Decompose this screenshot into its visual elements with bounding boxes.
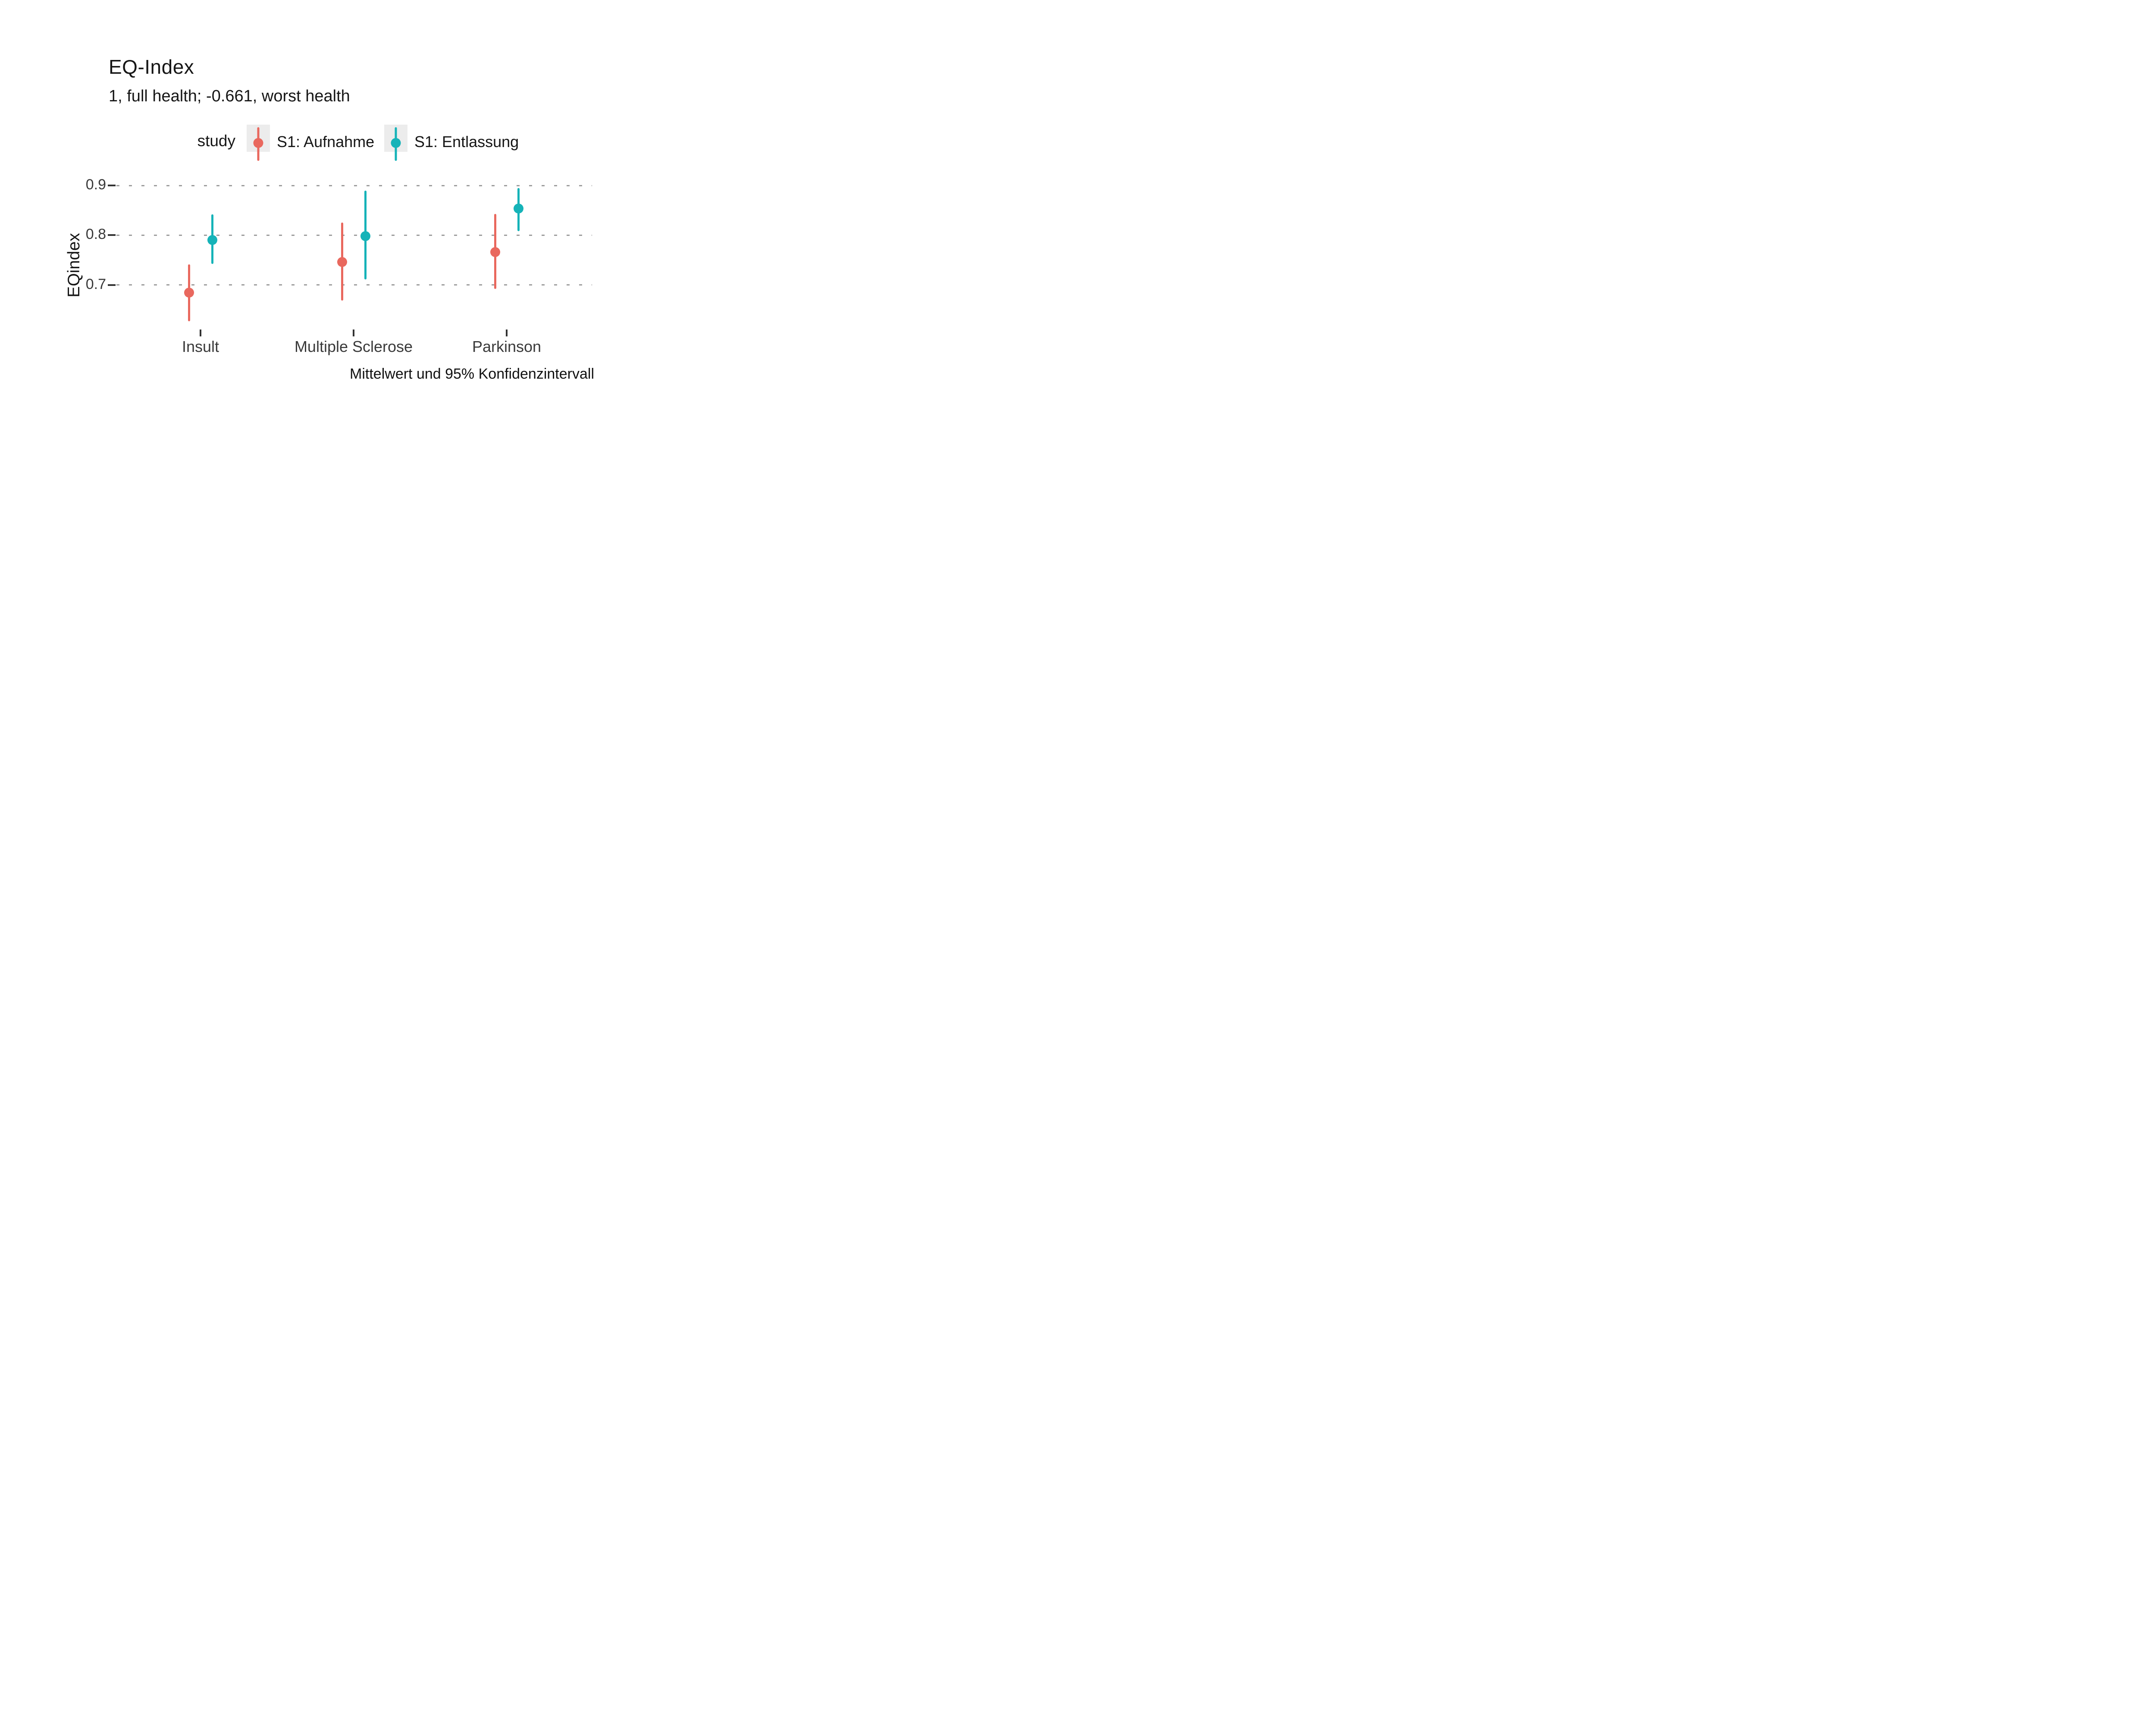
mean-point-S1: Aufnahme-Multiple Sclerose: [337, 257, 347, 267]
gridline-0.8: [116, 234, 592, 236]
point-icon: [253, 138, 263, 148]
chart-title: EQ-Index: [109, 56, 194, 78]
mean-point-S1: Entlassung-Multiple Sclerose: [360, 231, 370, 242]
y-tick-label-0.7: 0.7: [85, 276, 106, 292]
legend-title: study: [197, 132, 235, 150]
legend-label-aufnahme: S1: Aufnahme: [277, 133, 375, 151]
chart-caption: Mittelwert und 95% Konfidenzintervall: [350, 366, 594, 382]
legend-label-entlassung: S1: Entlassung: [414, 133, 519, 151]
figure: EQ-Index 1, full health; -0.661, worst h…: [0, 0, 649, 433]
y-tick-label-0.8: 0.8: [85, 226, 106, 243]
gridline-0.7: [116, 284, 592, 286]
mean-point-S1: Entlassung-Parkinson: [513, 203, 523, 213]
mean-point-S1: Aufnahme-Parkinson: [490, 247, 500, 257]
x-tick-mark-Multiple Sclerose: [353, 329, 354, 336]
legend-key-aufnahme: [247, 125, 270, 161]
x-tick-label-Multiple Sclerose: Multiple Sclerose: [294, 338, 413, 355]
mean-point-S1: Entlassung-Insult: [207, 235, 217, 245]
y-tick-mark-0.7: [108, 284, 116, 286]
y-tick-mark-0.9: [108, 185, 116, 186]
x-tick-mark-Parkinson: [506, 329, 508, 336]
x-tick-label-Insult: Insult: [182, 338, 219, 355]
x-tick-mark-Insult: [200, 329, 201, 336]
point-icon: [391, 138, 401, 148]
y-tick-mark-0.8: [108, 234, 116, 236]
x-tick-label-Parkinson: Parkinson: [472, 338, 542, 355]
mean-point-S1: Aufnahme-Insult: [184, 288, 194, 298]
y-tick-label-0.9: 0.9: [85, 176, 106, 193]
chart-subtitle: 1, full health; -0.661, worst health: [109, 87, 350, 105]
gridline-0.9: [116, 185, 592, 186]
legend-key-entlassung: [384, 125, 407, 161]
